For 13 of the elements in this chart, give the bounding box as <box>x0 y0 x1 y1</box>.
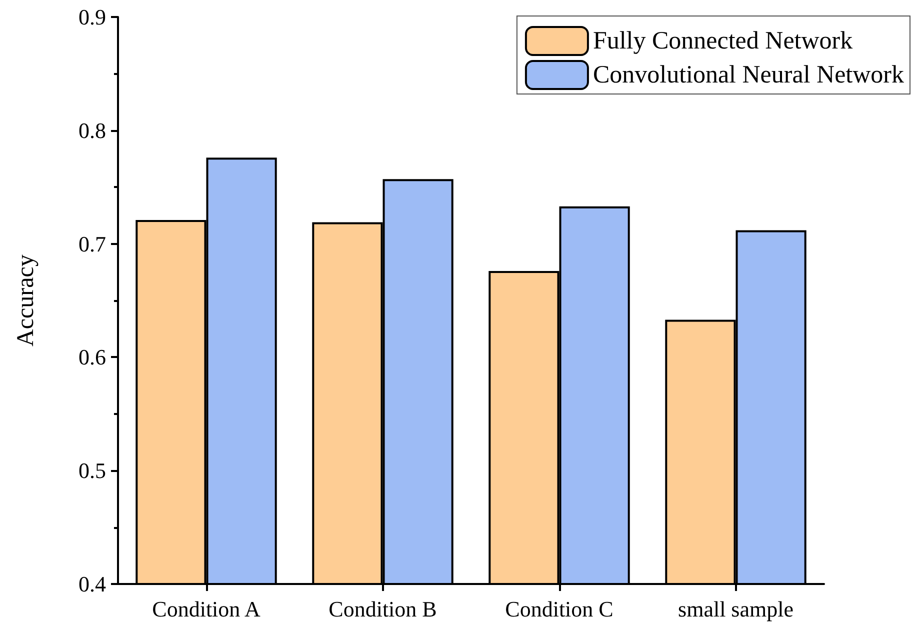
x-tick-label: Condition B <box>328 596 437 622</box>
legend-label: Convolutional Neural Network <box>592 62 904 88</box>
y-tick-label: 0.7 <box>78 231 106 256</box>
x-tick-label: Condition A <box>152 596 260 622</box>
y-tick-label: 0.5 <box>78 458 106 484</box>
y-tick-label: 0.4 <box>78 572 106 596</box>
y-tick-label: 0.6 <box>78 344 106 370</box>
y-axis-title: Accuracy <box>13 254 39 346</box>
y-tick-label: 0.8 <box>78 118 106 143</box>
x-tick-label: small sample <box>678 596 794 622</box>
x-tick-label: Condition C <box>505 596 614 622</box>
y-tick-label: 0.9 <box>78 4 106 30</box>
legend-label: Fully Connected Network <box>592 28 854 54</box>
